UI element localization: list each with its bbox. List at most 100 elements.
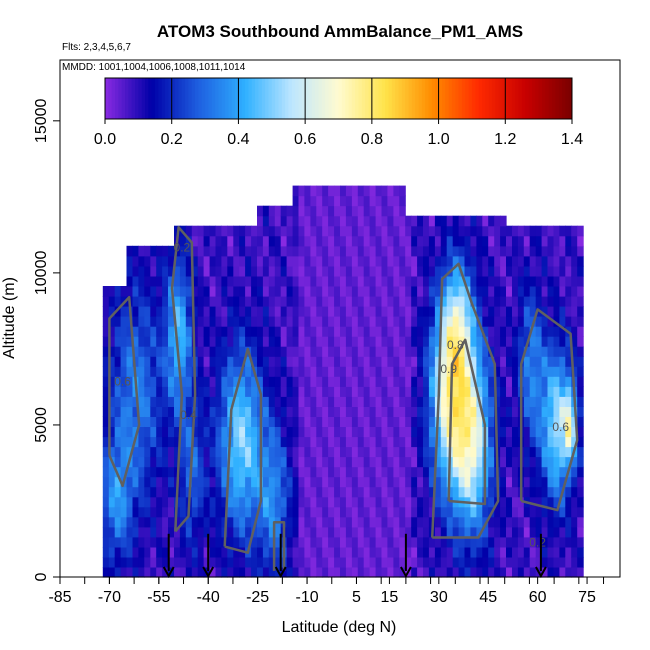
- heatmap-cell: [239, 296, 246, 307]
- heatmap-cell: [322, 426, 329, 438]
- heatmap-cell: [304, 536, 311, 548]
- heatmap-cell: [185, 376, 193, 387]
- heatmap-cell: [351, 275, 359, 287]
- heatmap-cell: [304, 326, 311, 337]
- heatmap-cell: [102, 286, 110, 297]
- heatmap-cell: [304, 556, 311, 568]
- heatmap-cell: [292, 466, 300, 478]
- heatmap-cell: [197, 356, 205, 367]
- heatmap-cell: [547, 496, 554, 508]
- heatmap-cell: [345, 275, 353, 287]
- heatmap-cell: [446, 346, 454, 357]
- heatmap-cell: [535, 536, 543, 548]
- heatmap-cell: [239, 245, 246, 257]
- heatmap-cell: [387, 376, 394, 387]
- colorbar-cell: [528, 78, 533, 119]
- heatmap-cell: [506, 476, 513, 488]
- heatmap-cell: [523, 446, 531, 458]
- heatmap-cell: [221, 255, 228, 267]
- heatmap-cell: [363, 356, 371, 367]
- heatmap-cell: [405, 476, 412, 488]
- heatmap-cell: [227, 567, 234, 578]
- heatmap-cell: [138, 376, 145, 387]
- heatmap-cell: [144, 436, 151, 448]
- heatmap-cell: [476, 567, 483, 578]
- heatmap-cell: [298, 316, 305, 327]
- heatmap-cell: [328, 476, 335, 488]
- heatmap-cell: [340, 296, 347, 307]
- heatmap-cell: [500, 546, 507, 558]
- heatmap-cell: [500, 556, 507, 568]
- heatmap-cell: [506, 376, 513, 387]
- heatmap-cell: [215, 386, 222, 397]
- heatmap-cell: [304, 416, 311, 427]
- heatmap-cell: [387, 546, 394, 558]
- heatmap-cell: [423, 476, 430, 488]
- heatmap-cell: [565, 406, 572, 417]
- heatmap-cell: [298, 235, 305, 247]
- colorbar-cell: [168, 78, 173, 119]
- heatmap-cell: [553, 286, 560, 297]
- heatmap-cell: [417, 286, 424, 297]
- heatmap-cell: [280, 396, 288, 407]
- heatmap-cell: [464, 356, 471, 367]
- heatmap-cell: [138, 265, 145, 277]
- heatmap-cell: [535, 235, 543, 247]
- heatmap-cell: [233, 567, 240, 578]
- heatmap-cell: [280, 386, 288, 397]
- heatmap-cell: [102, 526, 110, 538]
- heatmap-cell: [120, 396, 128, 407]
- heatmap-cell: [405, 336, 412, 347]
- heatmap-cell: [446, 326, 454, 337]
- heatmap-cell: [328, 205, 335, 217]
- heatmap-cell: [529, 306, 537, 317]
- heatmap-cell: [440, 346, 448, 357]
- heatmap-cell: [547, 446, 554, 458]
- heatmap-cell: [446, 235, 454, 247]
- heatmap-cell: [423, 366, 430, 377]
- heatmap-cell: [274, 496, 282, 508]
- heatmap-cell: [345, 316, 353, 327]
- heatmap-cell: [387, 235, 394, 247]
- colorbar-cell: [285, 78, 289, 119]
- heatmap-cell: [363, 265, 371, 277]
- heatmap-cell: [428, 386, 436, 397]
- heatmap-cell: [280, 376, 288, 387]
- heatmap-cell: [553, 336, 560, 347]
- colorbar-tick-label: 0.0: [94, 131, 116, 148]
- heatmap-cell: [280, 205, 288, 217]
- colorbar-cell: [151, 78, 156, 119]
- heatmap-cell: [458, 486, 466, 498]
- heatmap-cell: [363, 326, 371, 337]
- heatmap-cell: [381, 326, 388, 337]
- heatmap-cell: [292, 255, 300, 267]
- heatmap-cell: [381, 215, 388, 227]
- heatmap-cell: [452, 376, 460, 387]
- heatmap-cell: [452, 567, 460, 578]
- heatmap-cell: [423, 506, 430, 518]
- heatmap-cell: [328, 406, 335, 417]
- heatmap-cell: [233, 416, 240, 427]
- heatmap-cell: [517, 556, 525, 568]
- heatmap-cell: [506, 536, 513, 548]
- heatmap-cell: [162, 486, 169, 498]
- heatmap-cell: [209, 366, 217, 377]
- heatmap-cell: [245, 406, 252, 417]
- heatmap-cell: [541, 456, 549, 468]
- heatmap-cell: [375, 185, 383, 197]
- heatmap-cell: [262, 567, 270, 578]
- heatmap-cell: [203, 306, 211, 317]
- heatmap-cell: [185, 536, 193, 548]
- heatmap-cell: [553, 275, 560, 287]
- heatmap-cell: [221, 275, 228, 287]
- heatmap-cell: [162, 245, 169, 257]
- heatmap-cell: [458, 275, 466, 287]
- heatmap-cell: [458, 526, 466, 538]
- heatmap-cell: [245, 326, 252, 337]
- heatmap-cell: [393, 406, 400, 417]
- heatmap-cell: [411, 466, 418, 478]
- colorbar-cell: [525, 78, 530, 119]
- heatmap-cell: [423, 286, 430, 297]
- heatmap-cell: [428, 296, 436, 307]
